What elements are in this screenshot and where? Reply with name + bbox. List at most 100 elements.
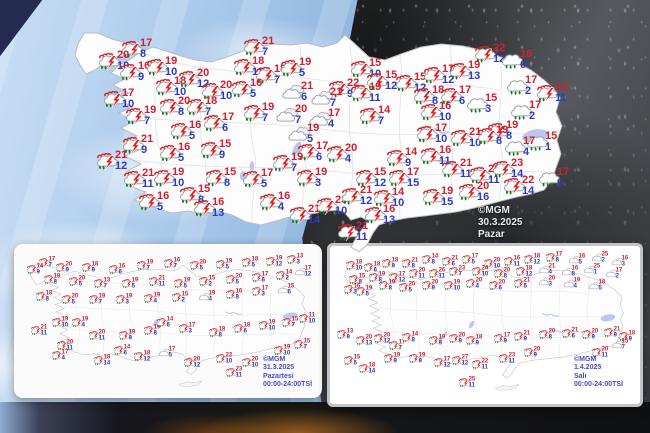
- temperature-pair: 20 12: [194, 357, 201, 369]
- weather-station: 20 9: [523, 347, 541, 359]
- thunderstorm-icon: [420, 147, 443, 166]
- temperature-pair: 20 9: [534, 347, 541, 359]
- temperature-pair: 19 11: [369, 82, 381, 104]
- weather-station: 25 1: [583, 264, 600, 276]
- weather-station: 15 12: [393, 72, 426, 94]
- cloudy-icon: [591, 253, 604, 262]
- rain-showers-icon: [539, 172, 560, 188]
- temperature-pair: 25 2: [602, 252, 609, 264]
- high-temp: 19: [262, 101, 275, 114]
- weather-station: 18 10: [153, 76, 186, 98]
- temperature-pair: 18 8: [432, 85, 444, 107]
- high-temp: 20: [65, 261, 73, 268]
- low-temp: 12: [197, 78, 210, 91]
- temperature-pair: 18 5: [252, 257, 259, 269]
- low-temp: 9: [438, 340, 442, 347]
- weather-station: 15 8: [203, 167, 236, 189]
- weather-station: 18 11: [231, 56, 264, 78]
- weather-station: 15 8: [177, 184, 210, 206]
- thunderstorm-icon: [514, 332, 526, 342]
- low-temp: 6: [301, 91, 308, 104]
- low-temp: 10: [369, 68, 382, 81]
- weather-station: 21 8: [401, 258, 418, 270]
- temperature-pair: 20 4: [476, 278, 483, 290]
- weather-station: 21 10: [448, 127, 481, 149]
- weather-station: 19 5: [173, 278, 190, 290]
- high-temp: 25: [601, 251, 609, 258]
- weather-station: 24 10: [471, 266, 488, 278]
- low-temp: 5: [199, 265, 203, 272]
- thunderstorm-icon: [449, 334, 461, 344]
- high-temp: 17: [261, 285, 269, 292]
- thunderstorm-icon: [155, 78, 178, 97]
- temperature-pair: 21 6: [452, 256, 459, 268]
- temperature-pair: 19 10: [269, 320, 276, 332]
- high-temp: 19: [365, 285, 373, 292]
- high-temp: 20: [193, 356, 201, 363]
- high-temp: 19: [438, 334, 446, 341]
- rain-showers-icon: [527, 136, 548, 152]
- weather-station: 16 0: [499, 49, 532, 71]
- high-temp: 23: [335, 194, 348, 207]
- temperature-pair: 14 2: [286, 270, 293, 282]
- temperature-pair: 17 4: [328, 108, 340, 130]
- high-temp: 19: [468, 59, 481, 72]
- low-temp: 7: [291, 322, 295, 329]
- thunderstorm-icon: [402, 333, 414, 343]
- thunderstorm-icon: [94, 279, 106, 289]
- thunderstorm-icon: [205, 169, 228, 188]
- thunderstorm-icon: [89, 295, 101, 305]
- low-temp: 8: [235, 294, 239, 301]
- high-temp: 19: [496, 124, 509, 137]
- weather-station: 23 11: [498, 353, 515, 365]
- weather-station: 16 5: [229, 78, 262, 100]
- high-temp: 21: [451, 255, 459, 262]
- weather-station: 20 5: [68, 276, 85, 288]
- thunderstorm-icon: [203, 114, 226, 133]
- low-temp: 6: [261, 277, 265, 284]
- low-temp: 9: [418, 358, 422, 365]
- low-temp: 11: [439, 155, 451, 168]
- temperature-pair: 16 11: [514, 256, 521, 268]
- high-temp: 16: [520, 48, 533, 61]
- thunderstorm-icon: [504, 257, 516, 267]
- weather-station: 15 8: [348, 274, 365, 286]
- thunderstorm-icon: [346, 261, 358, 271]
- temperature-pair: 13 7: [104, 278, 111, 290]
- thunderstorm-icon: [56, 263, 68, 273]
- high-temp: 19: [81, 316, 89, 323]
- weather-station: 18 7: [184, 96, 217, 118]
- high-temp: 16: [513, 255, 521, 262]
- weather-station: 17 5: [240, 168, 273, 190]
- high-temp: 15: [485, 92, 498, 105]
- high-temp: 22: [522, 174, 535, 187]
- low-temp: 11: [481, 364, 488, 371]
- temperature-pair: 17 7: [399, 340, 406, 352]
- thunderstorm-icon: [289, 206, 312, 225]
- thunderstorm-icon: [209, 328, 221, 338]
- temperature-pair: 20 10: [220, 80, 232, 102]
- high-temp: 17: [503, 332, 511, 339]
- temperature-pair: 19 12: [276, 256, 283, 268]
- low-temp: 7: [458, 271, 462, 278]
- weather-station: 26 11: [467, 164, 500, 186]
- thunderstorm-icon: [422, 281, 434, 291]
- high-temp: 18: [205, 95, 218, 108]
- temperature-pair: 19 5: [132, 278, 139, 290]
- low-temp: 4: [153, 298, 157, 305]
- cloudy-icon: [198, 292, 211, 301]
- weather-station: 27 12: [451, 355, 468, 367]
- low-temp: 13: [383, 214, 396, 227]
- thunderstorm-icon: [179, 324, 191, 334]
- temperature-pair: 11 10: [309, 313, 316, 325]
- temperature-pair: 19 4: [82, 317, 89, 329]
- weather-station: 23 10: [314, 195, 347, 217]
- temperature-pair: 16 5: [189, 120, 201, 142]
- weather-station: 17 6: [295, 141, 328, 163]
- high-temp: 20: [601, 346, 609, 353]
- high-temp: 19: [388, 279, 396, 286]
- weather-station: 18 8: [411, 85, 444, 107]
- high-temp: 16: [178, 141, 191, 154]
- thunderstorm-icon: [39, 258, 51, 268]
- low-temp: 8: [411, 263, 415, 270]
